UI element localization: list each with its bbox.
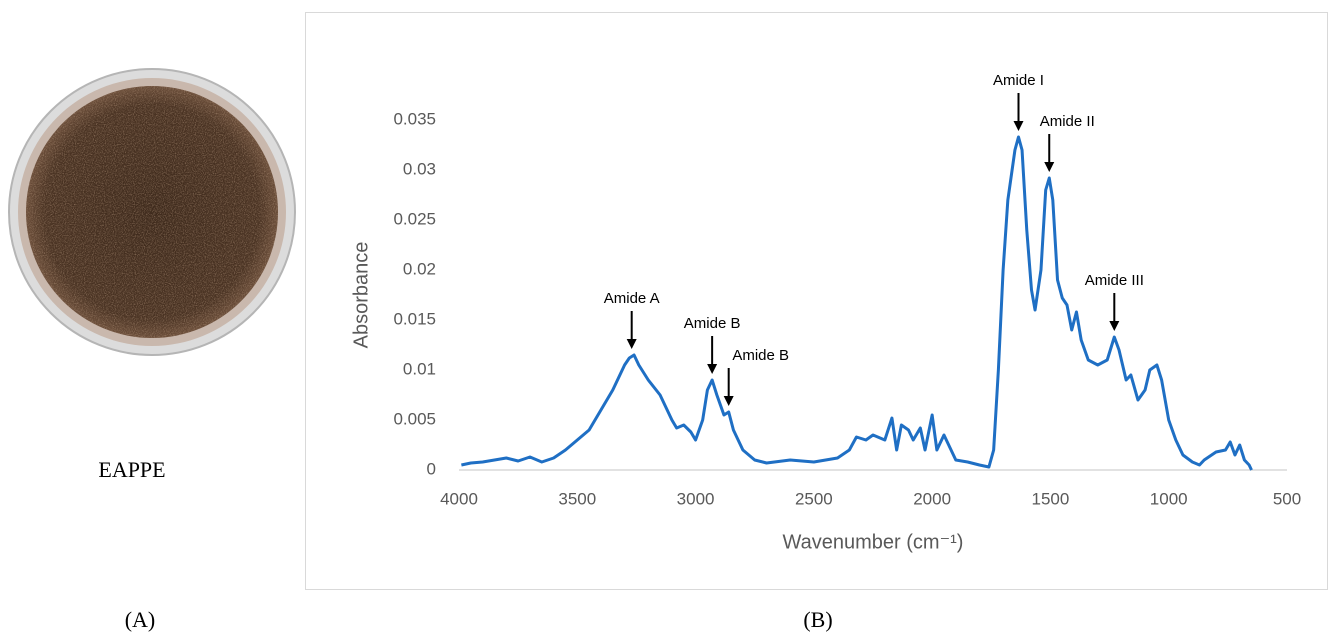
y-tick-label: 0.025 — [393, 209, 436, 228]
annotation-label: Amide I — [993, 72, 1044, 89]
annotation-label: Amide II — [1040, 113, 1095, 130]
annotation-label: Amide A — [604, 290, 660, 307]
annotation-label: Amide III — [1085, 272, 1144, 289]
y-tick-label: 0.03 — [403, 159, 436, 178]
y-tick-label: 0.005 — [393, 409, 436, 428]
x-tick-label: 4000 — [440, 489, 478, 508]
y-tick-label: 0.02 — [403, 259, 436, 278]
chart-frame — [305, 12, 1328, 590]
y-tick-label: 0 — [427, 459, 436, 478]
arrow-head — [626, 339, 637, 349]
arrow-head — [1044, 162, 1055, 172]
x-tick-label: 3000 — [677, 489, 715, 508]
x-tick-label: 1500 — [1032, 489, 1070, 508]
arrow-head — [1013, 121, 1024, 131]
x-tick-label: 1000 — [1150, 489, 1188, 508]
annotation-label: Amide B — [732, 347, 789, 364]
x-tick-label: 2500 — [795, 489, 833, 508]
arrow-head — [723, 396, 734, 406]
arrow-head — [1109, 321, 1120, 331]
y-tick-label: 0.035 — [393, 109, 436, 128]
panel-label: (A) — [125, 607, 156, 632]
y-tick-label: 0.01 — [403, 359, 436, 378]
photo — [8, 68, 296, 356]
x-tick-label: 3500 — [558, 489, 596, 508]
y-tick-label: 0.015 — [393, 309, 436, 328]
y-axis-title: Absorbance — [350, 242, 372, 349]
arrow-head — [707, 364, 718, 374]
photo-label: EAPPE — [98, 457, 165, 482]
annotation-label: Amide B — [684, 315, 741, 332]
panel-label: (B) — [803, 607, 832, 632]
spectrum-line — [461, 135, 1253, 471]
x-tick-label: 500 — [1273, 489, 1301, 508]
x-tick-label: 2000 — [913, 489, 951, 508]
x-axis-title: Wavenumber (cm⁻¹) — [783, 531, 964, 553]
